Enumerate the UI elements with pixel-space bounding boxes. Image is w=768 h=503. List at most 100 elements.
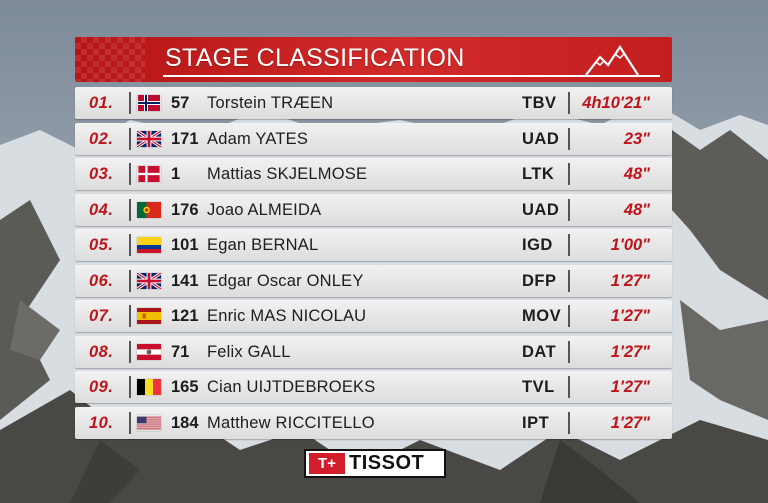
time-gap: 1'27" (610, 342, 650, 361)
rider-name: Torstein TRÆEN (207, 94, 334, 112)
bib-number: 71 (171, 342, 190, 361)
sponsor-logo: T+ TISSOT (304, 449, 446, 478)
divider (568, 163, 570, 185)
results-list: 01. 57 Torstein TRÆEN TBV 4h10'21" 02. 171 Adam… (75, 87, 672, 439)
divider (129, 163, 131, 185)
panel-header: STAGE CLASSIFICATION (75, 37, 672, 82)
bib-number: 141 (171, 271, 199, 290)
spain-flag (137, 308, 161, 324)
divider (129, 92, 131, 114)
divider (568, 269, 570, 292)
team-code: UAD (522, 129, 560, 148)
checkered-pattern (75, 37, 145, 82)
rider-name: Edgar Oscar ONLEY (207, 271, 364, 290)
divider (129, 305, 131, 327)
rank: 04. (89, 200, 114, 219)
rank: 08. (89, 342, 114, 361)
result-row: 06. 141 Edgar Oscar ONLEY DFP 1'27" (75, 264, 672, 297)
divider (129, 269, 131, 292)
colombia-flag (137, 237, 161, 253)
time-gap: 1'27" (610, 378, 650, 396)
team-code: IGD (522, 236, 553, 254)
rider-name: Felix GALL (207, 342, 291, 361)
tissot-cross-icon: T+ (309, 453, 345, 474)
team-code: DAT (522, 342, 557, 361)
rider-name: Joao ALMEIDA (207, 200, 322, 219)
rank: 07. (89, 307, 114, 325)
divider (568, 376, 570, 398)
rider-name: Cian UIJTDEBROEKS (207, 378, 376, 396)
time-gap: 1'27" (610, 413, 650, 432)
time-gap: 48" (623, 200, 650, 219)
result-row: 01. 57 Torstein TRÆEN TBV 4h10'21" (75, 87, 672, 119)
divider (568, 127, 570, 150)
time-gap: 1'00" (610, 236, 650, 254)
portugal-flag (137, 201, 161, 218)
bib-number: 176 (171, 200, 199, 219)
time-gap: 4h10'21" (582, 94, 650, 112)
rider-name: Egan BERNAL (207, 236, 319, 254)
time-gap: 1'27" (610, 271, 650, 290)
time-gap: 48" (623, 165, 650, 183)
team-code: MOV (522, 307, 562, 325)
divider (568, 305, 570, 327)
rank: 09. (89, 378, 114, 396)
divider (568, 234, 570, 256)
team-code: TVL (522, 378, 555, 396)
divider (129, 198, 131, 221)
result-row: 04. 176 Joao ALMEIDA UAD 48" (75, 193, 672, 226)
usa-flag (137, 415, 161, 431)
team-code: UAD (522, 200, 560, 219)
divider (129, 376, 131, 398)
divider (129, 127, 131, 150)
divider (129, 234, 131, 256)
bib-number: 1 (171, 165, 181, 183)
result-row: 07. 121 Enric MAS NICOLAU MOV 1'27" (75, 300, 672, 332)
result-row: 10. 184 Matthew RICCITELLO IPT 1'27" (75, 406, 672, 439)
divider (129, 340, 131, 363)
divider (568, 92, 570, 114)
bib-number: 184 (171, 413, 199, 432)
team-code: LTK (522, 165, 555, 183)
result-row: 09. 165 Cian UIJTDEBROEKS TVL 1'27" (75, 371, 672, 403)
bib-number: 101 (171, 236, 199, 254)
team-code: IPT (522, 413, 550, 432)
rider-name: Mattias SKJELMOSE (207, 165, 368, 183)
sponsor-name: TISSOT (349, 452, 425, 474)
rank: 10. (89, 413, 114, 432)
divider (568, 411, 570, 434)
bib-number: 57 (171, 94, 190, 112)
bib-number: 165 (171, 378, 199, 396)
mountain-icon (585, 44, 639, 76)
time-gap: 1'27" (610, 307, 650, 325)
austria-flag (137, 343, 161, 360)
bib-number: 121 (171, 307, 199, 325)
team-code: DFP (522, 271, 557, 290)
header-underline (163, 75, 660, 77)
uk-flag (137, 130, 161, 147)
bib-number: 171 (171, 129, 199, 148)
result-row: 05. 101 Egan BERNAL IGD 1'00" (75, 229, 672, 261)
rank: 03. (89, 165, 114, 183)
result-row: 02. 171 Adam YATES UAD 23" (75, 122, 672, 155)
divider (129, 411, 131, 434)
time-gap: 23" (623, 129, 650, 148)
rider-name: Enric MAS NICOLAU (207, 307, 367, 325)
rider-name: Adam YATES (207, 129, 309, 148)
divider (568, 198, 570, 221)
denmark-flag (137, 166, 161, 182)
uk-flag (137, 272, 161, 289)
classification-panel: STAGE CLASSIFICATION 01. 57 Torstein TRÆEN… (75, 37, 672, 442)
rank: 01. (89, 94, 114, 112)
rank: 06. (89, 271, 114, 290)
belgium-flag (137, 379, 161, 395)
divider (568, 340, 570, 363)
rider-name: Matthew RICCITELLO (207, 413, 375, 432)
panel-title: STAGE CLASSIFICATION (165, 44, 465, 72)
norway-flag (137, 95, 161, 111)
result-row: 03. 1 Mattias SKJELMOSE LTK 48" (75, 158, 672, 190)
result-row: 08. 71 Felix GALL DAT 1'27" (75, 335, 672, 368)
rank: 05. (89, 236, 114, 254)
rank: 02. (89, 129, 114, 148)
team-code: TBV (522, 94, 557, 112)
